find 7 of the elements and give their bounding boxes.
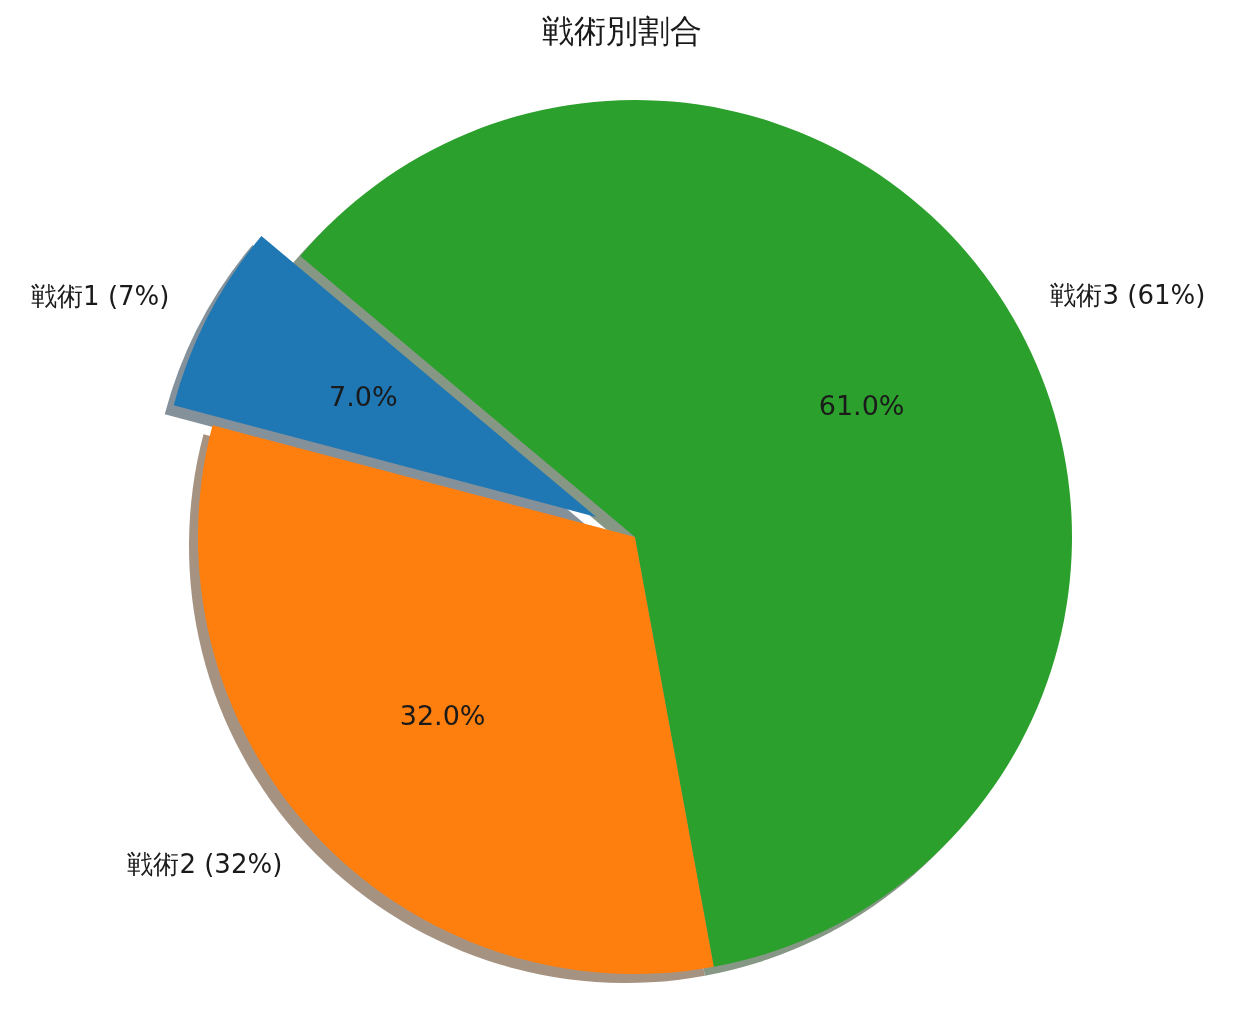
value-label: 61.0%	[818, 389, 905, 421]
value-label: 7.0%	[329, 380, 398, 412]
title: 戦術別割合	[542, 12, 702, 50]
value-label: 32.0%	[399, 699, 486, 731]
category-label: 戦術3 (61%)	[1050, 280, 1206, 311]
category-label: 戦術2 (32%)	[127, 848, 283, 879]
category-label: 戦術1 (7%)	[31, 280, 170, 311]
